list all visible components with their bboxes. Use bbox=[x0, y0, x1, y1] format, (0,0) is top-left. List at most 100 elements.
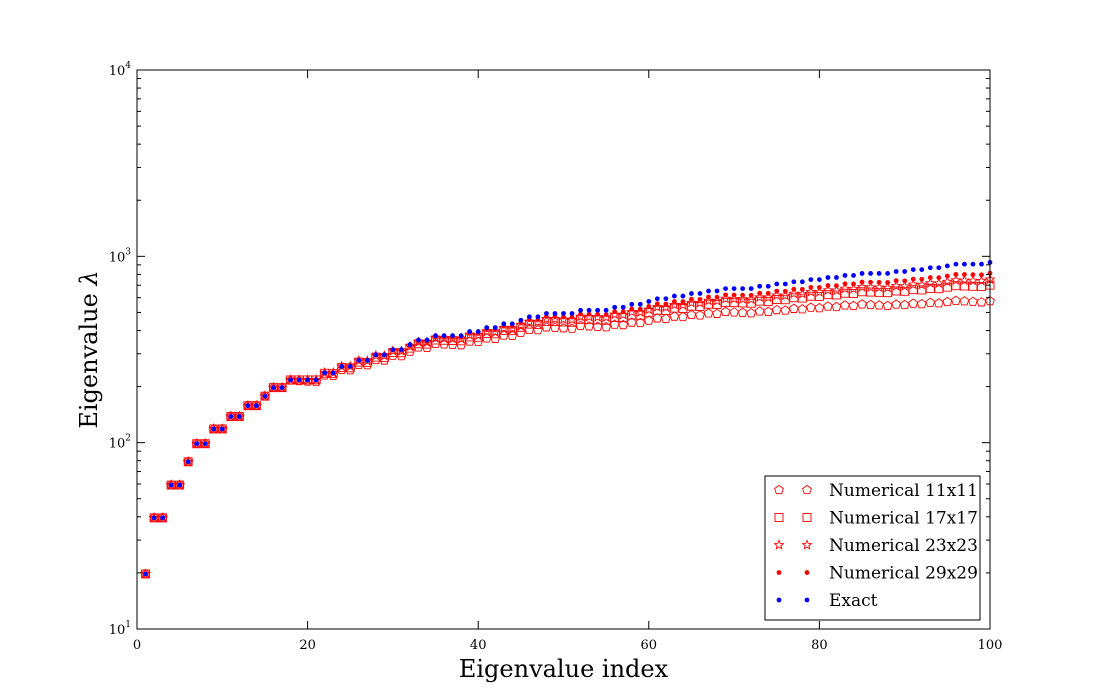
data-point bbox=[832, 290, 841, 300]
data-point bbox=[962, 272, 967, 277]
data-point bbox=[390, 347, 396, 353]
data-point bbox=[941, 276, 953, 287]
data-point bbox=[345, 363, 355, 373]
data-point bbox=[643, 315, 654, 325]
data-point bbox=[848, 300, 859, 311]
data-point bbox=[934, 284, 944, 294]
data-point bbox=[771, 304, 782, 315]
data-point bbox=[953, 261, 959, 267]
data-point bbox=[618, 319, 629, 330]
data-point bbox=[840, 288, 850, 298]
legend-marker bbox=[776, 570, 782, 575]
data-point bbox=[970, 272, 976, 278]
data-point bbox=[671, 293, 677, 299]
data-point bbox=[885, 280, 891, 285]
data-point bbox=[765, 290, 771, 296]
data-point bbox=[697, 296, 703, 302]
x-tick-label: 60 bbox=[641, 638, 658, 653]
x-tick-label: 100 bbox=[978, 638, 1003, 653]
data-point bbox=[635, 317, 646, 328]
y-tick-label: 103 bbox=[109, 247, 132, 265]
data-point bbox=[936, 265, 942, 271]
legend: Numerical 11x11 Numerical 17x17 Numerical … bbox=[764, 475, 981, 621]
data-point bbox=[916, 279, 928, 290]
data-point bbox=[762, 291, 774, 303]
data-point bbox=[857, 299, 867, 309]
data-point bbox=[450, 333, 456, 339]
data-point bbox=[262, 393, 268, 399]
data-point bbox=[834, 283, 839, 289]
data-point bbox=[168, 482, 174, 488]
plot-frame bbox=[136, 69, 991, 630]
data-point bbox=[823, 290, 833, 300]
data-point bbox=[455, 333, 467, 344]
data-point bbox=[364, 358, 370, 363]
data-point bbox=[271, 385, 276, 391]
data-point bbox=[706, 288, 711, 294]
data-point bbox=[706, 294, 711, 300]
data-point bbox=[550, 322, 560, 332]
data-point bbox=[373, 352, 379, 358]
data-point bbox=[868, 271, 873, 276]
data-point bbox=[378, 350, 390, 361]
data-point bbox=[686, 309, 697, 320]
data-point bbox=[518, 317, 524, 323]
data-point bbox=[808, 284, 814, 290]
data-point bbox=[288, 377, 293, 383]
data-point bbox=[942, 282, 952, 292]
data-point bbox=[561, 311, 566, 316]
y-tick-label: 102 bbox=[109, 434, 131, 452]
data-point bbox=[578, 307, 583, 313]
data-point bbox=[842, 273, 848, 278]
series-dot-blue bbox=[143, 260, 993, 577]
data-point bbox=[919, 276, 925, 282]
data-point bbox=[902, 269, 908, 274]
data-point bbox=[404, 340, 416, 352]
data-point bbox=[296, 377, 302, 383]
x-axis-label: Eigenvalue index bbox=[459, 655, 669, 683]
data-point bbox=[421, 336, 433, 348]
data-point bbox=[763, 306, 774, 316]
data-point bbox=[865, 299, 876, 310]
data-point bbox=[533, 324, 543, 335]
data-point bbox=[600, 311, 612, 323]
data-point bbox=[737, 307, 748, 317]
data-point bbox=[177, 482, 183, 488]
data-point bbox=[584, 321, 594, 331]
data-point bbox=[361, 355, 373, 366]
data-point bbox=[876, 271, 882, 276]
data-point bbox=[851, 273, 856, 278]
data-point bbox=[757, 283, 763, 289]
data-point bbox=[441, 333, 447, 339]
data-point bbox=[834, 275, 839, 280]
data-point bbox=[919, 267, 925, 273]
data-point bbox=[552, 311, 558, 316]
data-point bbox=[942, 296, 953, 307]
data-point bbox=[629, 306, 635, 312]
data-point bbox=[433, 333, 438, 339]
data-point bbox=[714, 294, 720, 300]
data-point bbox=[714, 288, 720, 294]
legend-entry: Numerical 23x23 bbox=[773, 536, 978, 556]
data-point bbox=[933, 298, 944, 308]
data-point bbox=[944, 263, 950, 269]
data-point bbox=[652, 305, 662, 315]
data-point bbox=[245, 403, 251, 409]
data-point bbox=[808, 277, 814, 283]
data-point bbox=[721, 297, 731, 307]
data-point bbox=[933, 277, 945, 289]
data-point bbox=[680, 299, 686, 305]
data-point bbox=[356, 358, 362, 363]
data-point bbox=[595, 311, 601, 317]
data-point bbox=[695, 301, 705, 311]
data-point bbox=[620, 304, 626, 310]
data-point bbox=[575, 320, 586, 331]
data-point bbox=[712, 308, 722, 318]
data-point bbox=[669, 311, 680, 321]
data-point bbox=[646, 304, 652, 309]
data-point bbox=[976, 297, 987, 307]
x-tick-label: 20 bbox=[299, 638, 316, 653]
data-point bbox=[697, 291, 703, 296]
data-point bbox=[813, 286, 825, 297]
data-point bbox=[160, 515, 165, 521]
